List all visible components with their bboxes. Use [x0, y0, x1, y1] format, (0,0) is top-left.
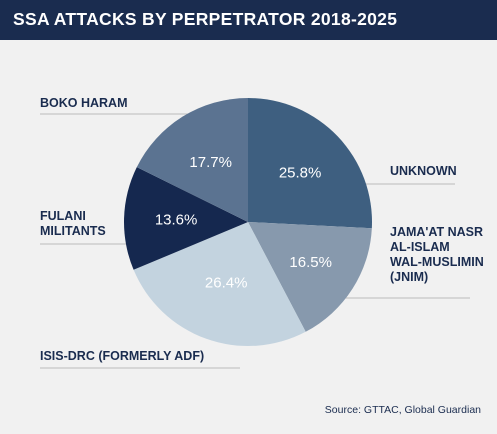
- pie-value-labels: 25.8% 16.5% 26.4% 13.6% 17.7%: [155, 154, 332, 292]
- pie-category-label-4: BOKO HARAM: [40, 96, 128, 110]
- pie-category-label-1: JAMA'AT NASR AL-ISLAM WAL-MUSLIMIN (JNIM): [390, 225, 484, 284]
- chart-title: SSA ATTACKS BY PERPETRATOR 2018-2025: [13, 9, 398, 29]
- pie-value-label-2: 26.4%: [205, 275, 248, 292]
- pie-slice-1: [248, 222, 372, 332]
- pie-slice-3: [124, 167, 248, 270]
- chart-header: SSA ATTACKS BY PERPETRATOR 2018-2025: [0, 0, 497, 40]
- pie-slices: [124, 98, 372, 347]
- source-note: Source: GTTAC, Global Guardian: [324, 404, 481, 416]
- pie-category-label-2: ISIS-DRC (FORMERLY ADF): [40, 349, 204, 363]
- pie-value-label-3: 13.6%: [155, 212, 198, 229]
- pie-slice-2: [133, 222, 306, 347]
- pie-slice-0: [248, 98, 372, 229]
- pie-value-label-1: 16.5%: [289, 254, 332, 271]
- pie-category-label-0: UNKNOWN: [390, 164, 457, 178]
- pie-value-label-0: 25.8%: [279, 164, 322, 181]
- pie-category-label-3: FULANI MILITANTS: [40, 209, 106, 238]
- pie-category-labels: UNKNOWN JAMA'AT NASR AL-ISLAM WAL-MUSLIMIN(…: [40, 96, 484, 363]
- pie-value-label-4: 17.7%: [189, 154, 232, 171]
- pie-slice-4: [136, 98, 248, 222]
